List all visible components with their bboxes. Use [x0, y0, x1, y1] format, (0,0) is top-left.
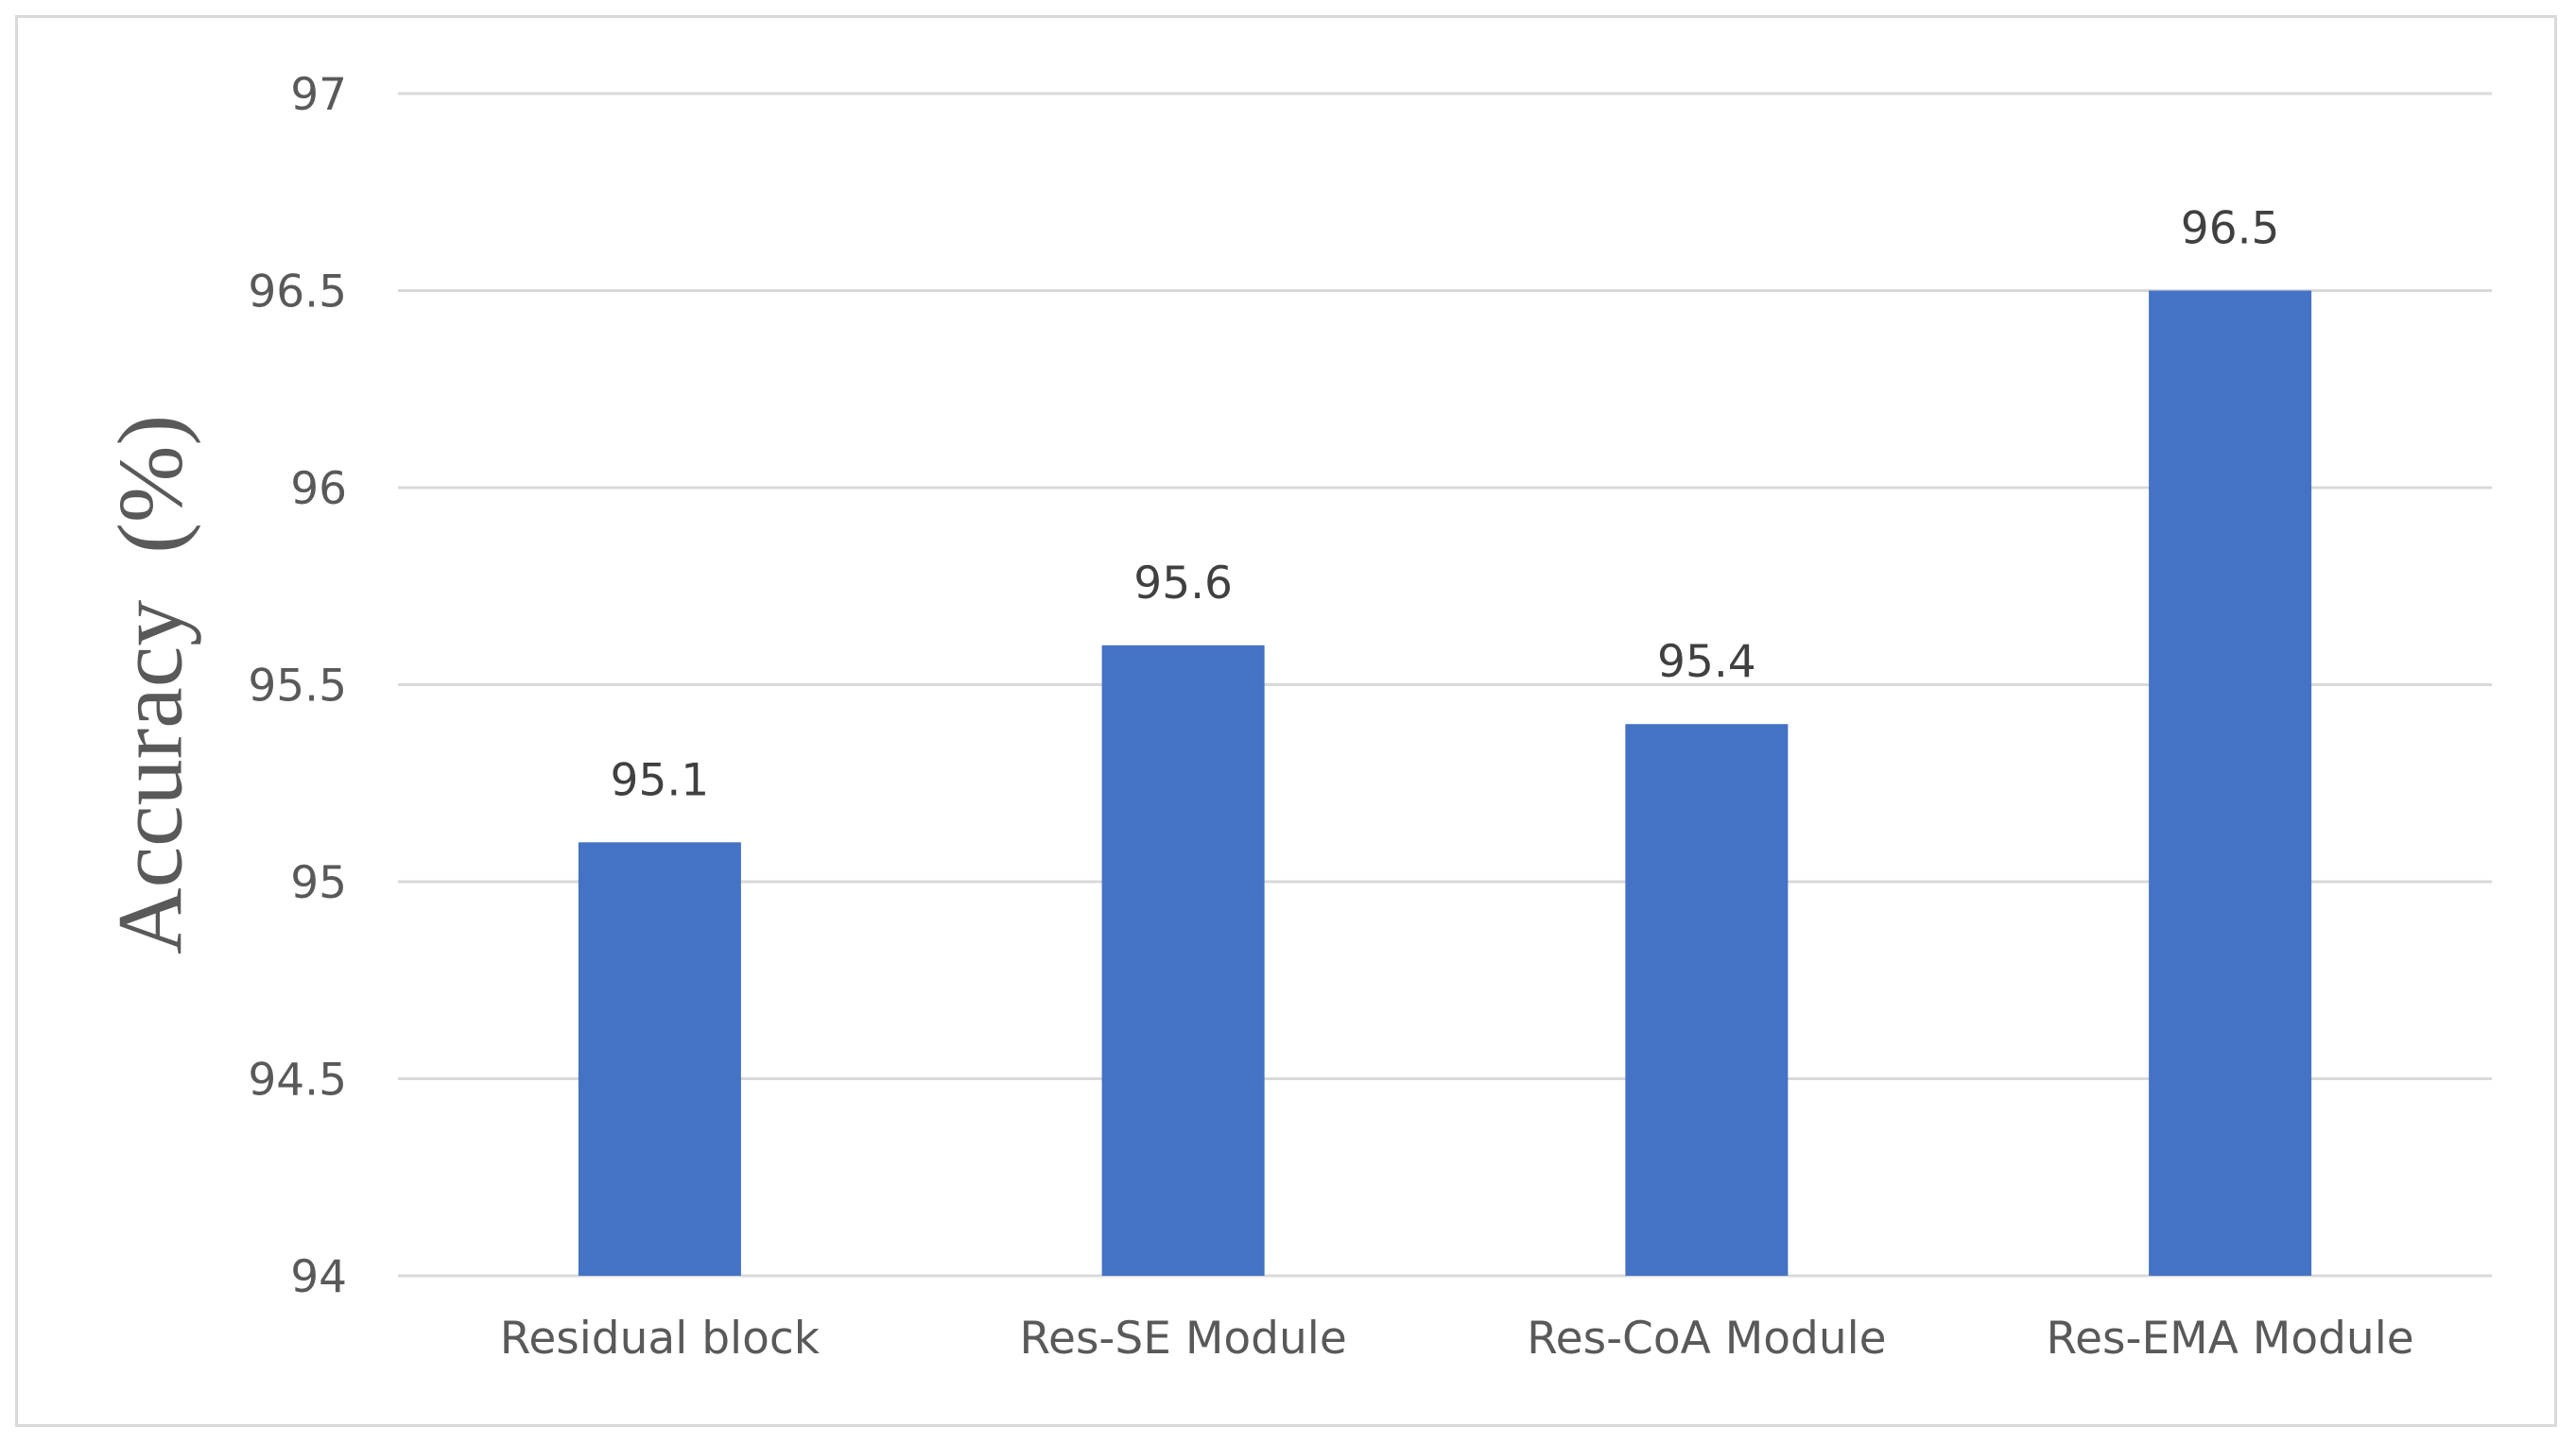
bars — [578, 290, 2312, 1276]
data-label: 96.5 — [2181, 203, 2280, 255]
bar — [1625, 724, 1789, 1276]
x-category-label: Residual block — [500, 1313, 821, 1365]
x-category-label: Res-EMA Module — [2047, 1313, 2414, 1365]
y-tick-label: 97 — [290, 69, 347, 121]
x-category-label: Res-CoA Module — [1527, 1313, 1886, 1365]
gridlines — [398, 92, 2492, 1278]
data-label: 95.1 — [611, 754, 710, 806]
y-axis-title: Accuracy (%) — [99, 415, 201, 954]
x-category-label: Res-SE Module — [1019, 1313, 1346, 1365]
bar — [2149, 290, 2312, 1276]
y-tick-label: 95 — [290, 857, 347, 909]
y-tick-label: 94 — [290, 1251, 347, 1303]
y-tick-label: 95.5 — [248, 661, 347, 713]
x-axis-categories: Residual block Res-SE Module Res-CoA Modul… — [500, 1313, 2414, 1365]
y-axis-ticks: 94 94.5 95 95.5 96 96.5 97 — [248, 69, 347, 1303]
data-labels: 95.1 95.6 95.4 96.5 — [611, 203, 2280, 807]
data-label: 95.4 — [1657, 636, 1756, 688]
y-tick-label: 94.5 — [248, 1055, 347, 1107]
y-tick-label: 96.5 — [248, 266, 347, 318]
bar-chart: 94 94.5 95 95.5 96 96.5 97 95.1 95.6 95.4 96.5 Re… — [99, 69, 2492, 1365]
bar — [1101, 645, 1265, 1276]
chart-frame: 94 94.5 95 95.5 96 96.5 97 95.1 95.6 95.4 96.5 Re… — [15, 15, 2557, 1427]
y-tick-label: 96 — [290, 463, 347, 515]
data-label: 95.6 — [1133, 558, 1233, 610]
bar — [578, 842, 741, 1276]
